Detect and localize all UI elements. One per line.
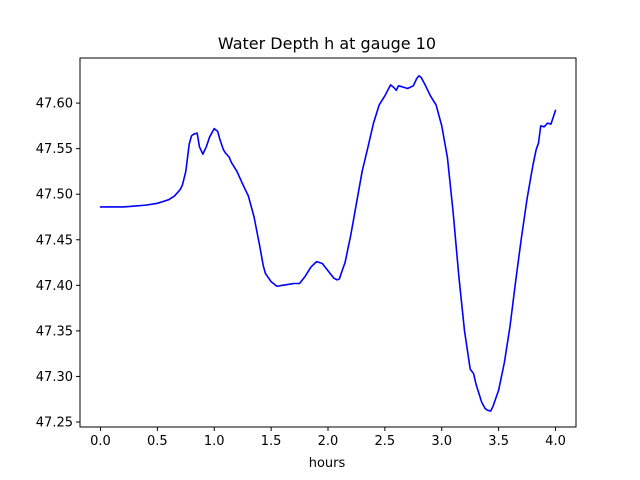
x-tick-label: 2.0 [318, 434, 339, 449]
x-axis-label: hours [309, 456, 346, 471]
y-tick-label: 47.40 [36, 279, 73, 294]
x-tick-label: 3.0 [431, 434, 452, 449]
x-tick-label: 1.0 [204, 434, 225, 449]
series-line-0 [99, 74, 557, 412]
y-tick-label: 47.35 [36, 324, 73, 339]
y-tick-label: 47.45 [36, 233, 73, 248]
y-tick-label: 47.50 [36, 188, 73, 203]
x-tick-label: 0.0 [90, 434, 111, 449]
axes-layer: 0.0 0.5 1.0 1.5 2.0 2.5 3.0 3.5 4.0 47.25 47.30 47.… [36, 57, 577, 449]
y-tick-label: 47.25 [36, 415, 73, 430]
series-layer [99, 74, 557, 412]
x-tick-label: 3.5 [488, 434, 509, 449]
y-tick-label: 47.60 [36, 97, 73, 112]
y-tick-label: 47.55 [36, 142, 73, 157]
x-tick-label: 4.0 [545, 434, 566, 449]
x-tick-label: 1.5 [261, 434, 282, 449]
y-tick-label: 47.30 [36, 370, 73, 385]
x-tick-label: 0.5 [147, 434, 168, 449]
chart-title: Water Depth h at gauge 10 [218, 34, 436, 53]
x-tick-label: 2.5 [375, 434, 396, 449]
